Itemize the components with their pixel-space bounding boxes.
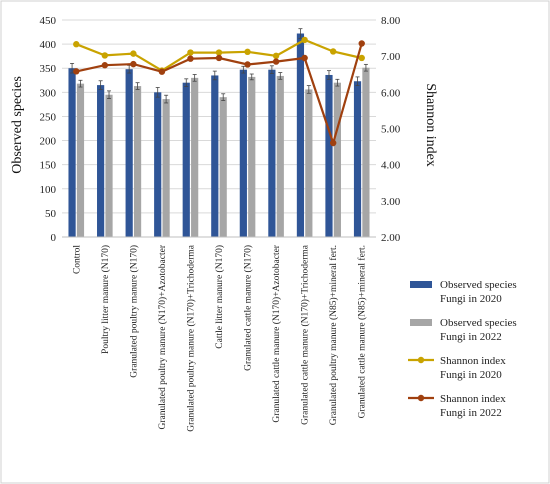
legend-item: Shannon index Fungi in 2020 [408,355,506,381]
series-point [272,58,280,65]
y2-tick-label: 7.00 [381,51,401,63]
y-tick-label: 50 [45,208,57,220]
y-tick-label: 100 [40,184,57,196]
x-tick-label: Granulated poultry manure (N170)+Trichod… [185,244,196,432]
x-tick-label: Cattle litter manure (N170) [214,245,225,349]
bar [305,89,313,237]
series-point [244,48,251,56]
series-point [329,48,337,55]
bar [333,82,341,237]
series-point [158,68,166,75]
bar [211,75,219,237]
x-tick-label: Granulated poultry manure (N170) [128,245,139,378]
legend-item: Observed species Fungi in 2020 [410,279,517,305]
series-point [73,68,80,75]
y2-tick-label: 4.00 [381,160,401,172]
legend-label: Fungi in 2020 [440,369,502,381]
bar [248,76,256,237]
legend-label: Shannon index [440,393,506,405]
series-point [358,54,365,62]
y-axis-title: Observed species [10,76,25,174]
legend-label: Observed species [440,279,517,291]
series-point [358,40,365,47]
y-tick-label: 450 [40,15,57,27]
series-point [187,49,194,56]
axis-layer: 0 50 100 150 200 250 300 350 400 450 2.00 3.00 4.00 5… [40,15,401,432]
legend-label: Observed species [440,317,517,329]
series-point [101,62,109,69]
y-tick-label: 250 [40,111,57,123]
bar [353,81,362,238]
legend-label: Shannon index [440,355,506,367]
series-point [329,139,337,147]
x-tick-label: Granulated cattle manure (N85)+mineral f… [357,245,368,418]
x-tick-label: Granulated cattle manure (N170) [243,245,254,371]
y-tick-label: 300 [40,87,57,99]
series-point [187,55,194,62]
x-tick-label: Granulated poultry manure (N85)+mineral … [328,245,339,425]
x-tick-label: Granulated cattle manure (N170)+Azotobac… [271,244,282,422]
legend-label: Fungi in 2022 [440,407,502,419]
bar [362,67,370,238]
series-point [130,50,137,57]
bar-layer [68,28,370,238]
y-tick-label: 200 [40,136,57,148]
series-point [301,36,308,44]
x-tick-label: Poultry litter manure (N170) [100,245,111,354]
bar [219,97,227,238]
x-tick-label: Granulated cattle manure (N170)+Trichode… [300,244,311,425]
y2-tick-label: 8.00 [381,15,401,27]
bar [97,85,105,237]
legend-marker [417,394,425,402]
bar [276,75,284,237]
bar [76,83,85,237]
bar [325,74,333,238]
y2-tick-label: 6.00 [381,87,401,99]
bar [268,69,276,238]
bar [125,69,133,237]
bar [133,86,142,237]
line-layer [73,36,365,147]
series-point [73,41,80,48]
y2-tick-label: 3.00 [381,196,401,208]
x-tick-label: Control [72,245,82,274]
y-tick-label: 150 [40,160,57,172]
legend-label: Fungi in 2022 [440,331,502,343]
bar [105,94,113,237]
legend-swatch [410,319,432,326]
legend-swatch [410,281,432,288]
y2-axis-title: Shannon index [423,83,438,167]
y2-tick-label: 2.00 [381,232,401,244]
series-point [130,60,137,68]
series-point [215,54,223,62]
y-tick-label: 400 [40,39,57,51]
bar [239,69,247,238]
bar [182,82,190,237]
y-tick-label: 350 [40,63,57,75]
series-point [301,54,308,62]
bar [191,77,199,237]
series-point [244,61,251,68]
bar [296,33,305,237]
bar [68,68,76,237]
x-tick-label: Granulated poultry manure (N170)+Azotoba… [157,244,168,429]
bar [162,99,170,237]
y2-tick-label: 5.00 [381,124,401,136]
legend-label: Fungi in 2020 [440,293,502,305]
bar [154,92,162,237]
legend-item: Shannon index Fungi in 2022 [408,393,506,419]
legend-item: Observed species Fungi in 2022 [410,317,517,343]
series-point [101,52,109,59]
series-point [272,52,280,60]
legend-marker [417,356,425,364]
series-point [215,49,223,56]
y-tick-label: 0 [51,232,57,244]
